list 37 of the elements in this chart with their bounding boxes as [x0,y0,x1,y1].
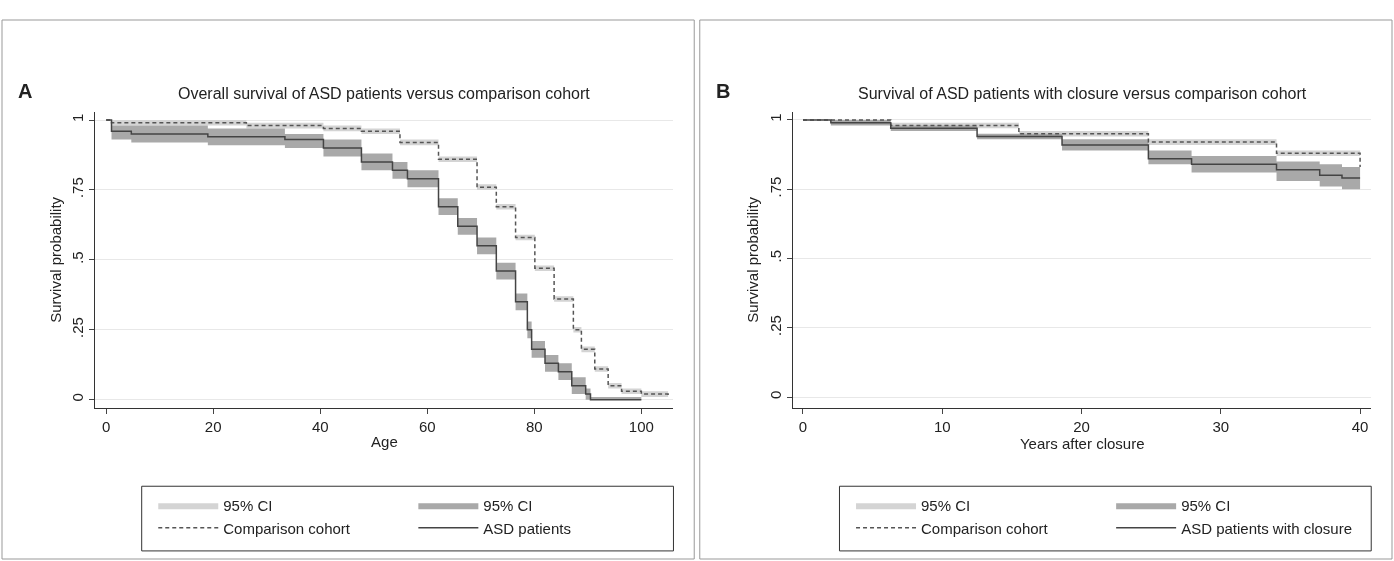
y-tick-label: .25 [69,317,87,338]
y-tick-label: .5 [69,251,87,264]
legend-label: Comparison cohort [921,519,1049,537]
y-tick-label: 0 [767,390,785,399]
legend-label: 95% CI [223,497,273,515]
x-tick-label: 10 [933,418,951,436]
chart-title: Overall survival of ASD patients versus comparison cohort [178,85,591,102]
x-axis-title: Years after closure [1019,435,1145,453]
y-tick-label: 0 [69,393,87,402]
y-tick-label: 1 [69,113,87,122]
text: B [716,80,731,102]
x-tick-label: 40 [311,418,329,436]
x-axis-title: Age [371,433,398,451]
x-tick-label: 30 [1212,418,1230,436]
legend-label: Comparison cohort [223,519,351,537]
x-tick-label: 60 [418,418,436,436]
y-tick-label: .25 [767,315,785,336]
x-tick-label: 0 [798,418,808,436]
legend-label: ASD patients with closure [1181,519,1353,537]
y-tick-label: .5 [767,249,785,263]
legend-label: 95% CI [1181,497,1231,515]
x-tick-label: 100 [628,418,654,436]
y-axis-title: Survival probability [744,196,762,323]
x-tick-label: 20 [204,418,222,436]
text: A [18,80,33,102]
y-tick-label: .75 [767,176,785,198]
x-tick-label: 40 [1351,418,1369,436]
chart-title: Survival of ASD patients with closure versus comparison cohort [858,85,1307,102]
legend-label: ASD patients [483,519,571,537]
y-tick-label: .75 [69,177,87,199]
legend-label: 95% CI [483,497,533,515]
y-axis-title: Survival probability [46,196,64,323]
x-tick-label: 0 [101,418,111,436]
x-tick-label: 20 [1073,418,1090,436]
legend-label: 95% CI [921,497,971,515]
x-tick-label: 80 [525,418,543,436]
y-tick-label: 1 [767,113,785,122]
